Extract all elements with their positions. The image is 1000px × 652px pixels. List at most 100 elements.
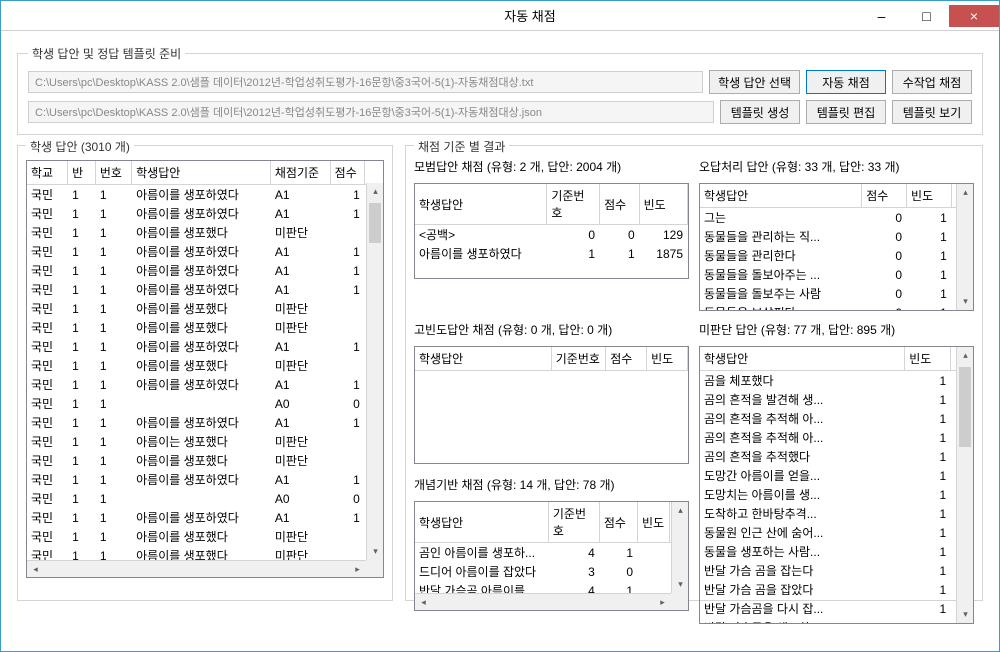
table-row[interactable]: 반달 가슴 곰을 잡았다1 bbox=[700, 580, 973, 599]
unjudged-table[interactable]: 학생답안빈도 곰을 체포했다1곰의 흔적을 발견해 생...1곰의 흔적을 추적… bbox=[700, 347, 973, 624]
minimize-button[interactable]: – bbox=[859, 5, 904, 27]
scroll-thumb[interactable] bbox=[959, 367, 971, 447]
column-header[interactable]: 점수 bbox=[862, 184, 907, 208]
table-row[interactable]: 동물들을 돌보아주는 ...01 bbox=[700, 265, 973, 284]
table-row[interactable]: 도착하고 한바탕추격...1 bbox=[700, 504, 973, 523]
table-row[interactable]: 국민11아름이를 생포하였다A11 bbox=[27, 204, 383, 223]
horizontal-scrollbar[interactable]: ◂ ▸ bbox=[415, 593, 671, 610]
model-answer-table[interactable]: 학생답안기준번호점수빈도 <공백>00129아름이를 생포하였다111875 bbox=[415, 184, 688, 263]
column-header[interactable]: 빈도 bbox=[647, 347, 688, 371]
scroll-right-icon[interactable]: ▸ bbox=[349, 561, 366, 578]
table-row[interactable]: 곰의 흔적을 발견해 생...1 bbox=[700, 390, 973, 409]
column-header[interactable]: 학생답안 bbox=[132, 161, 271, 185]
column-header[interactable]: 점수 bbox=[606, 347, 647, 371]
scroll-up-icon[interactable]: ▴ bbox=[367, 183, 384, 200]
maximize-button[interactable]: □ bbox=[904, 5, 949, 27]
table-row[interactable]: 동물들을 돌보주는 사람01 bbox=[700, 284, 973, 303]
table-row[interactable]: 도망간 아름이를 얻을...1 bbox=[700, 466, 973, 485]
horizontal-scrollbar[interactable]: ◂ ▸ bbox=[27, 560, 366, 577]
column-header[interactable]: 반 bbox=[68, 161, 96, 185]
scroll-down-icon[interactable]: ▾ bbox=[957, 293, 974, 310]
table-row[interactable]: 국민11아름이를 생포했다미판단 bbox=[27, 299, 383, 318]
close-button[interactable]: × bbox=[949, 5, 999, 27]
table-row[interactable]: <공백>00129 bbox=[415, 225, 688, 245]
scroll-down-icon[interactable]: ▾ bbox=[367, 543, 384, 560]
table-row[interactable]: 반달 가슴 곰을 잡는다1 bbox=[700, 561, 973, 580]
scroll-left-icon[interactable]: ◂ bbox=[415, 594, 432, 611]
table-row[interactable]: 동물을 생포하는 사람...1 bbox=[700, 542, 973, 561]
table-row[interactable]: 곰의 흔적을 추적해 아...1 bbox=[700, 428, 973, 447]
student-answers-table[interactable]: 학교반번호학생답안채점기준점수 국민11아름이를 생포하였다A11국민11아름이… bbox=[27, 161, 383, 578]
table-row[interactable]: 국민11아름이를 생포했다미판단 bbox=[27, 451, 383, 470]
column-header[interactable]: 학생답안 bbox=[415, 347, 551, 371]
column-header[interactable]: 학생답안 bbox=[700, 347, 905, 371]
table-row[interactable]: 국민11아름이를 생포했다미판단 bbox=[27, 223, 383, 242]
high-freq-table[interactable]: 학생답안기준번호점수빈도 bbox=[415, 347, 688, 371]
scroll-thumb[interactable] bbox=[369, 203, 381, 243]
table-row[interactable]: 국민11아름이를 생포하였다A11 bbox=[27, 413, 383, 432]
column-header[interactable]: 채점기준 bbox=[270, 161, 330, 185]
column-header[interactable]: 학생답안 bbox=[700, 184, 862, 208]
table-row[interactable]: 국민11아름이를 생포하였다A11 bbox=[27, 261, 383, 280]
table-row[interactable]: 도망치는 아름이를 생...1 bbox=[700, 485, 973, 504]
answer-file-path[interactable]: C:\Users\pc\Desktop\KASS 2.0\샘플 데이터\2012… bbox=[28, 71, 703, 93]
table-row[interactable]: 국민11A00 bbox=[27, 394, 383, 413]
vertical-scrollbar[interactable]: ▴ ▾ bbox=[956, 184, 973, 310]
table-row[interactable]: 반달 가슴곰을 다시 잡...1 bbox=[700, 599, 973, 618]
table-row[interactable]: 동물들을 관리하는 직...01 bbox=[700, 227, 973, 246]
table-row[interactable]: 드디어 아름이를 잡았다30 bbox=[415, 562, 688, 581]
manual-grade-button[interactable]: 수작업 채점 bbox=[892, 70, 972, 94]
scroll-down-icon[interactable]: ▾ bbox=[672, 576, 689, 593]
table-row[interactable]: 아름이를 생포하였다111875 bbox=[415, 244, 688, 263]
table-row[interactable]: 동물들을 관리한다01 bbox=[700, 246, 973, 265]
table-row[interactable]: 국민11아름이를 생포했다미판단 bbox=[27, 527, 383, 546]
column-header[interactable]: 점수 bbox=[599, 502, 637, 543]
table-row[interactable]: 곰의 흔적을 추적했다1 bbox=[700, 447, 973, 466]
table-row[interactable]: 곰을 체포했다1 bbox=[700, 371, 973, 391]
select-answer-button[interactable]: 학생 답안 선택 bbox=[709, 70, 800, 94]
column-header[interactable]: 빈도 bbox=[907, 184, 952, 208]
scroll-up-icon[interactable]: ▴ bbox=[957, 184, 974, 201]
column-header[interactable]: 학생답안 bbox=[415, 502, 548, 543]
vertical-scrollbar[interactable]: ▴ ▾ bbox=[671, 502, 688, 593]
scroll-up-icon[interactable]: ▴ bbox=[672, 502, 689, 519]
table-row[interactable]: 국민11아름이를 생포하였다A11 bbox=[27, 375, 383, 394]
table-row[interactable]: 반달 가슴곰을 생포하...1 bbox=[700, 618, 973, 624]
column-header[interactable]: 학생답안 bbox=[415, 184, 547, 225]
table-row[interactable]: 동물원 인근 산에 숨어...1 bbox=[700, 523, 973, 542]
column-header[interactable]: 번호 bbox=[95, 161, 131, 185]
column-header[interactable]: 기준번호 bbox=[551, 347, 606, 371]
table-row[interactable]: 국민11아름이를 생포하였다A11 bbox=[27, 280, 383, 299]
wrong-answer-table[interactable]: 학생답안점수빈도 그는01동물들을 관리하는 직...01동물들을 관리한다01… bbox=[700, 184, 973, 311]
table-row[interactable]: 국민11아름이를 생포하였다A11 bbox=[27, 185, 383, 205]
scroll-right-icon[interactable]: ▸ bbox=[654, 594, 671, 611]
auto-grade-button[interactable]: 자동 채점 bbox=[806, 70, 886, 94]
table-row[interactable]: 동물들을 보살핀다01 bbox=[700, 303, 973, 311]
table-row[interactable]: 국민11아름이를 생포하였다A11 bbox=[27, 508, 383, 527]
table-row[interactable]: 국민11아름이를 생포하였다A11 bbox=[27, 242, 383, 261]
template-file-path[interactable]: C:\Users\pc\Desktop\KASS 2.0\샘플 데이터\2012… bbox=[28, 101, 714, 123]
table-row[interactable]: 곰인 아름이를 생포하...41 bbox=[415, 543, 688, 563]
scroll-left-icon[interactable]: ◂ bbox=[27, 561, 44, 578]
table-row[interactable]: 국민11아름이를 생포했다미판단 bbox=[27, 318, 383, 337]
vertical-scrollbar[interactable]: ▴ ▾ bbox=[366, 183, 383, 560]
column-header[interactable]: 기준번호 bbox=[547, 184, 600, 225]
template-view-button[interactable]: 템플릿 보기 bbox=[892, 100, 972, 124]
table-row[interactable]: 국민11아름이를 생포하였다A11 bbox=[27, 470, 383, 489]
vertical-scrollbar[interactable]: ▴ ▾ bbox=[956, 347, 973, 623]
column-header[interactable]: 학교 bbox=[27, 161, 68, 185]
column-header[interactable]: 빈도 bbox=[638, 502, 670, 543]
table-row[interactable]: 국민11아름이를 생포하였다A11 bbox=[27, 337, 383, 356]
table-row[interactable]: 국민11아름이는 생포했다미판단 bbox=[27, 432, 383, 451]
table-row[interactable]: 곰의 흔적을 추적해 아...1 bbox=[700, 409, 973, 428]
column-header[interactable]: 점수 bbox=[330, 161, 364, 185]
column-header[interactable]: 빈도 bbox=[639, 184, 687, 225]
column-header[interactable]: 빈도 bbox=[905, 347, 951, 371]
column-header[interactable]: 기준번호 bbox=[548, 502, 599, 543]
table-row[interactable]: 국민11아름이를 생포했다미판단 bbox=[27, 356, 383, 375]
template-create-button[interactable]: 템플릿 생성 bbox=[720, 100, 800, 124]
table-row[interactable]: 국민11A00 bbox=[27, 489, 383, 508]
column-header[interactable]: 점수 bbox=[600, 184, 640, 225]
table-row[interactable]: 그는01 bbox=[700, 208, 973, 228]
scroll-up-icon[interactable]: ▴ bbox=[957, 347, 974, 364]
